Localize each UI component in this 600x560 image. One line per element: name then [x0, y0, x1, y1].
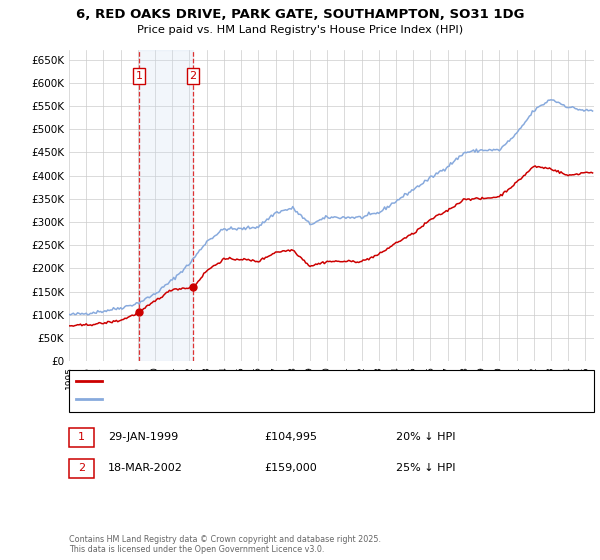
Text: 18-MAR-2002: 18-MAR-2002	[108, 463, 183, 473]
Text: 29-JAN-1999: 29-JAN-1999	[108, 432, 178, 442]
Text: 1: 1	[78, 432, 85, 442]
Text: £104,995: £104,995	[264, 432, 317, 442]
Text: HPI: Average price, detached house, Fareham: HPI: Average price, detached house, Fare…	[107, 394, 334, 404]
Text: 2: 2	[190, 71, 197, 81]
Text: 20% ↓ HPI: 20% ↓ HPI	[396, 432, 455, 442]
Text: 2: 2	[78, 463, 85, 473]
Text: Contains HM Land Registry data © Crown copyright and database right 2025.
This d: Contains HM Land Registry data © Crown c…	[69, 535, 381, 554]
Text: 6, RED OAKS DRIVE, PARK GATE, SOUTHAMPTON, SO31 1DG: 6, RED OAKS DRIVE, PARK GATE, SOUTHAMPTO…	[76, 8, 524, 21]
Bar	[139, 50, 193, 361]
Text: £159,000: £159,000	[264, 463, 317, 473]
Text: 25% ↓ HPI: 25% ↓ HPI	[396, 463, 455, 473]
Text: 1: 1	[136, 71, 143, 81]
Text: 6, RED OAKS DRIVE, PARK GATE, SOUTHAMPTON, SO31 1DG (detached house): 6, RED OAKS DRIVE, PARK GATE, SOUTHAMPTO…	[107, 376, 499, 386]
Text: Price paid vs. HM Land Registry's House Price Index (HPI): Price paid vs. HM Land Registry's House …	[137, 25, 463, 35]
